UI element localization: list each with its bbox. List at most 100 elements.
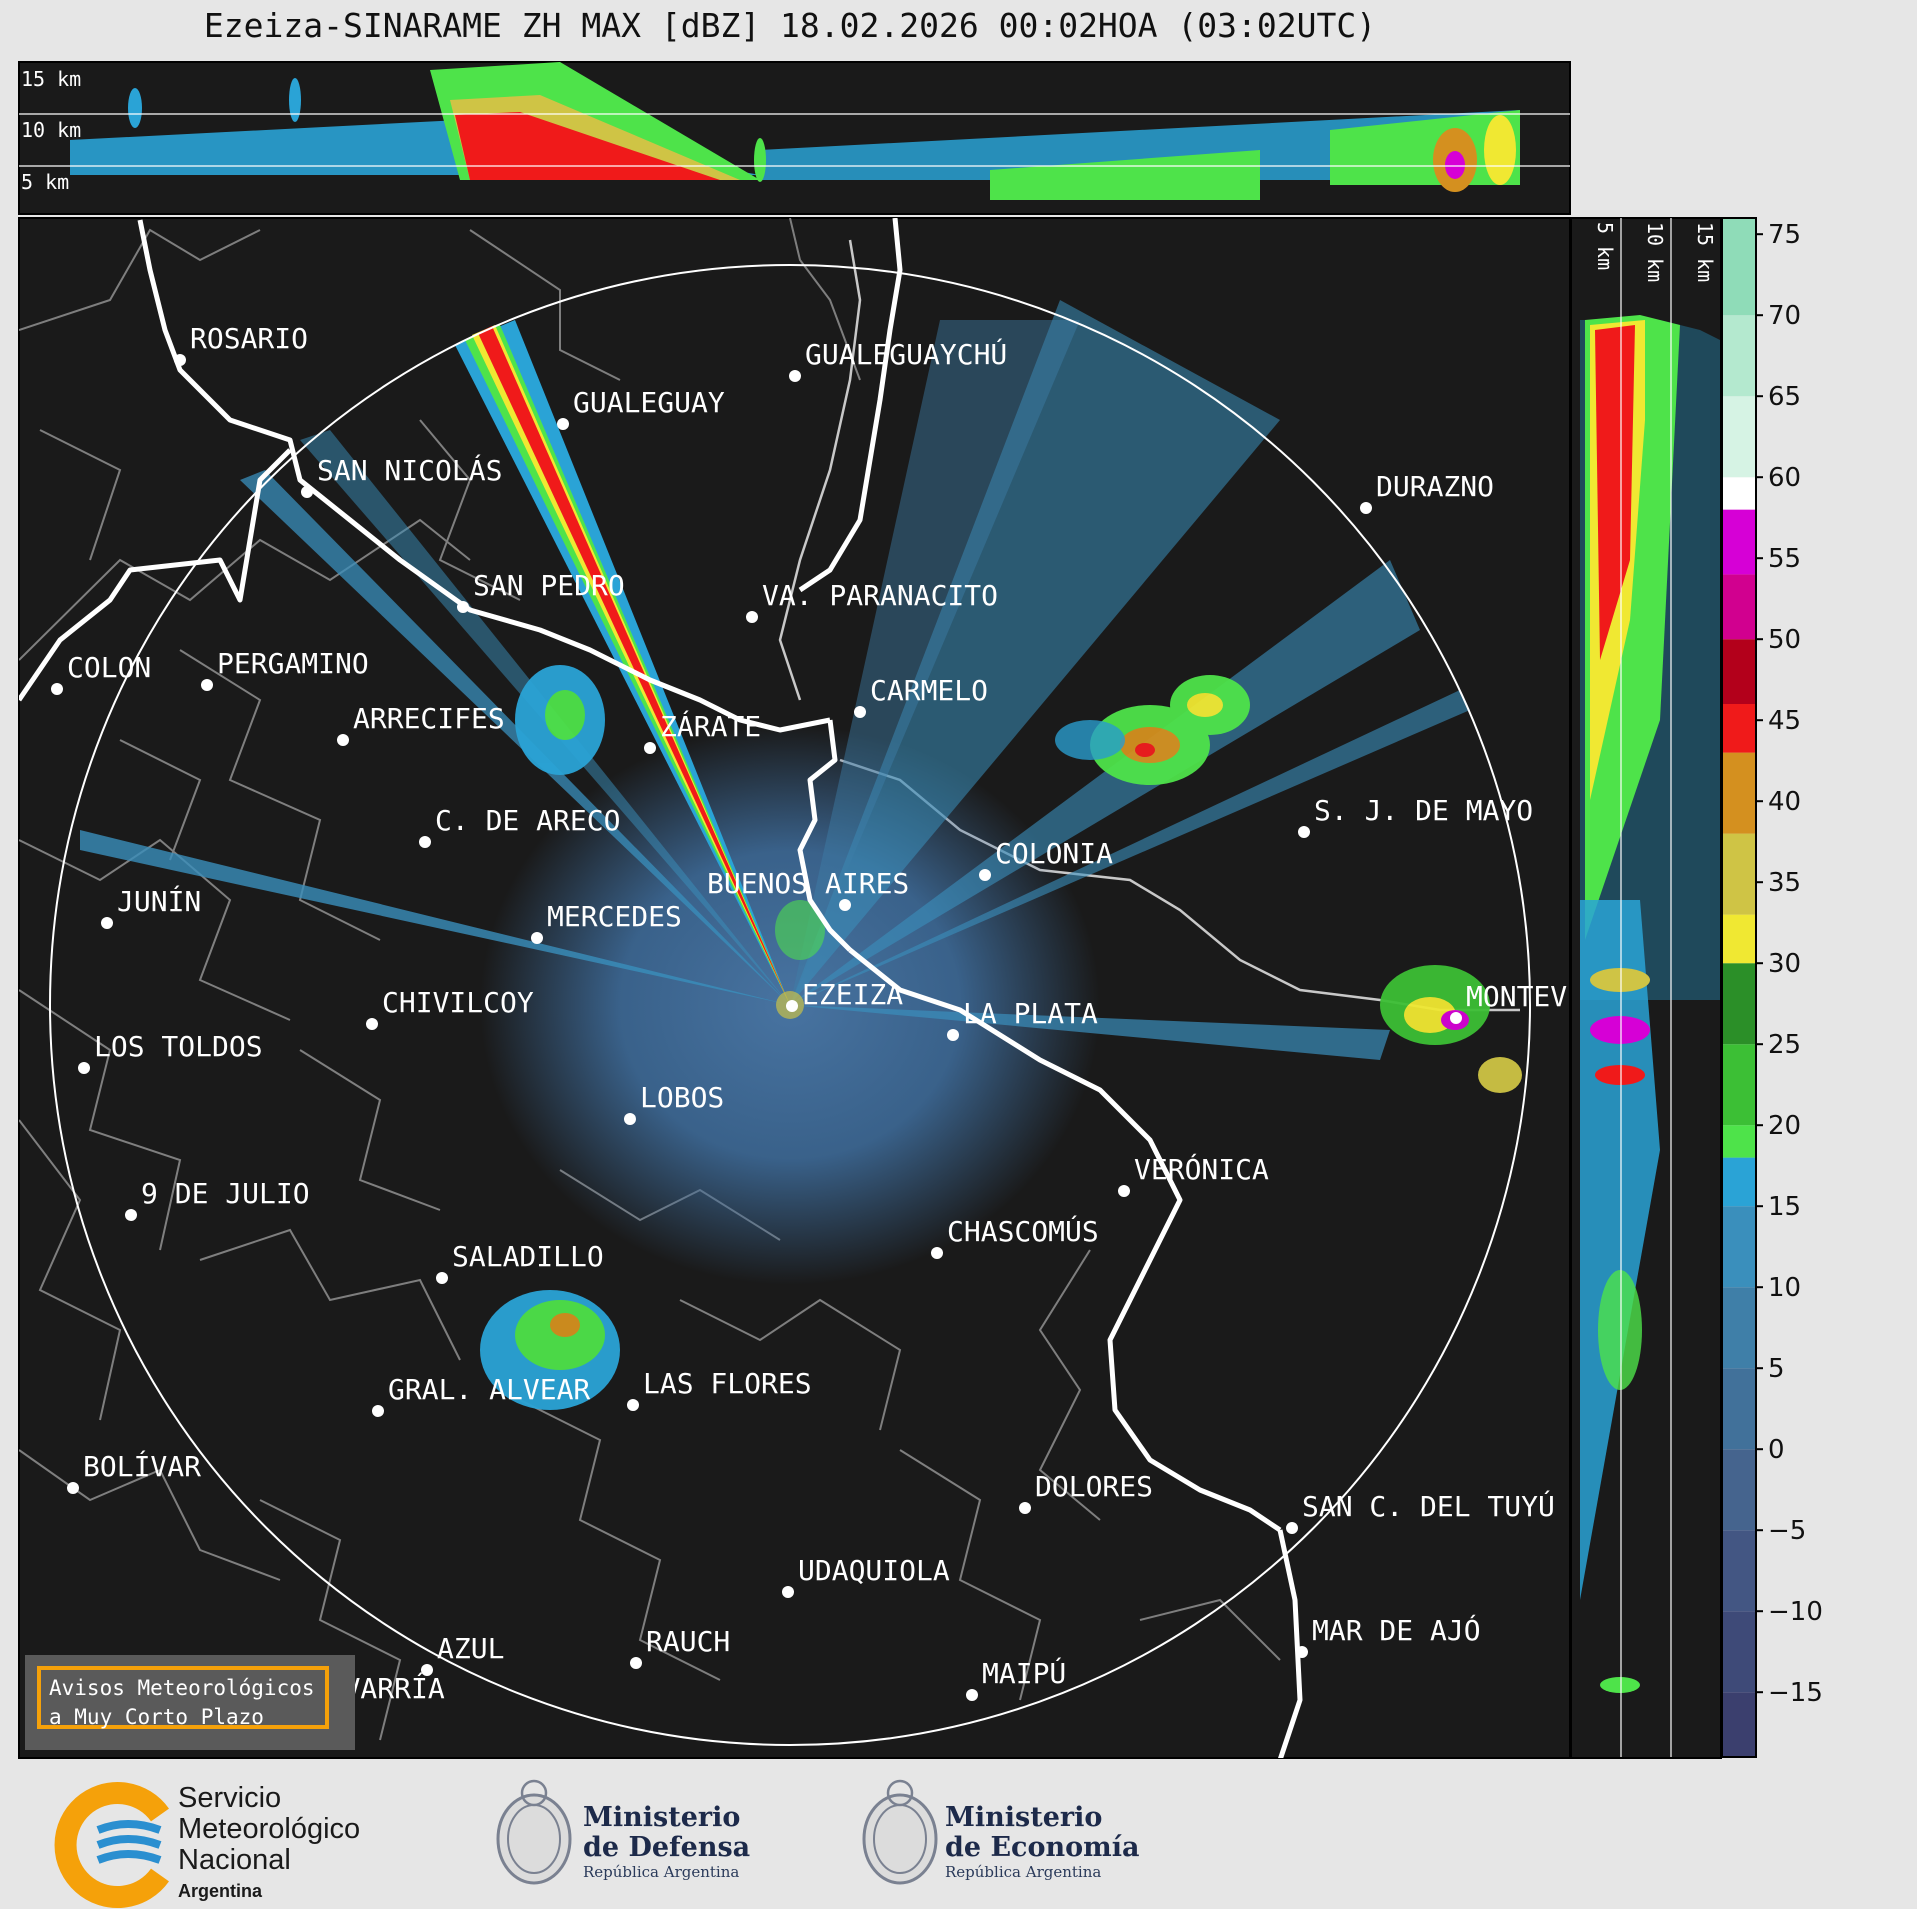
colorbar-tick-label: 40 [1768,787,1801,817]
city-marker [366,1018,378,1030]
colorbar-tick-label: 15 [1768,1192,1801,1222]
city-marker [372,1405,384,1417]
colorbar-segment [1722,574,1756,640]
smn-line-1: Servicio [178,1782,282,1814]
city-marker [839,899,851,911]
city-label: S. J. DE MAYO [1314,794,1533,827]
city-marker [125,1209,137,1221]
colorbar-tick-label: 20 [1768,1111,1801,1141]
colorbar-segment [1722,704,1756,753]
colorbar-segment [1722,477,1756,510]
top-height-label-10: 10 km [21,118,81,142]
city-label: JUNÍN [117,884,201,918]
city-label: SAN NICOLÁS [317,453,502,487]
map-panel: ROSARIO GUALEGUAYCHÚ GUALEGUAY SAN NICOLÁS D… [18,217,1571,1759]
smn-line-4: Argentina [178,1881,263,1901]
smn-line-2: Meteorológico [178,1813,361,1845]
city-label: 9 DE JULIO [141,1177,310,1210]
colorbar-tick-label: 45 [1768,706,1801,736]
city-marker [51,683,63,695]
city-label: SAN PEDRO [473,569,625,602]
city-label: MAR DE AJÓ [1312,1613,1481,1647]
city-label: CARMELO [870,674,988,707]
city-marker [421,1664,433,1676]
side-height-label-15: 15 km [1693,222,1717,282]
city-marker [457,601,469,613]
colorbar-tick-label: 0 [1768,1435,1785,1465]
defensa-seal [496,1779,572,1885]
economia-seal [862,1779,938,1885]
colorbar-tick-label: 70 [1768,301,1801,331]
city-label: ZÁRATE [660,709,761,743]
colorbar-segment [1722,833,1756,915]
city-label: UDAQUIOLA [798,1554,950,1587]
colorbar-tick-label: 75 [1768,220,1801,250]
colorbar-segment [1722,315,1756,397]
colorbar-tick-label: 60 [1768,463,1801,493]
city-label: LAS FLORES [643,1367,812,1400]
colorbar-tick-label: −5 [1768,1516,1806,1546]
colorbar-segment [1722,1449,1756,1531]
colorbar-segment [1722,1125,1756,1158]
smn-logo-text: Servicio Meteorológico Nacional Argentin… [178,1783,360,1907]
side-height-label-10: 10 km [1643,222,1667,282]
colorbar-segment [1722,963,1756,1045]
city-label: CHASCOMÚS [947,1214,1099,1248]
city-marker [174,354,186,366]
city-marker [78,1062,90,1074]
economia-line-1: Ministerio [945,1802,1103,1833]
top-height-label-5: 5 km [21,170,69,194]
colorbar-segment [1722,1206,1756,1288]
side-cross-section-panel: 5 km 10 km 15 km [1570,217,1722,1759]
economia-line-2: de Economía [945,1832,1140,1863]
warning-box[interactable]: Avisos Meteorológicos a Muy Corto Plazo [25,1655,355,1750]
colorbar-tick-label: 65 [1768,382,1801,412]
city-label: MAIPÚ [982,1656,1066,1690]
colorbar-segment [1722,914,1756,964]
warning-line-2: a Muy Corto Plazo [49,1705,264,1729]
colorbar-tick-label: 55 [1768,544,1801,574]
colorbar-tick-label: 35 [1768,868,1801,898]
chart-title: Ezeiza-SINARAME ZH MAX [dBZ] 18.02.2026 … [203,6,1377,45]
city-marker [1450,1012,1462,1024]
defensa-line-1: Ministerio [583,1802,741,1833]
city-marker [931,1247,943,1259]
colorbar-segment [1722,1611,1756,1693]
city-marker [624,1113,636,1125]
colorbar-segment [1722,752,1756,834]
warning-line-1: Avisos Meteorológicos [49,1676,315,1700]
city-marker [337,734,349,746]
city-marker [1298,826,1310,838]
colorbar-segment [1722,509,1756,575]
colorbar-segment [1722,396,1756,478]
colorbar-tick-label: −15 [1768,1678,1823,1708]
city-label: SALADILLO [452,1240,604,1273]
city-marker [627,1399,639,1411]
city-marker [1296,1646,1308,1658]
city-label: LOS TOLDOS [94,1030,263,1063]
city-marker [557,418,569,430]
city-label: VA. PARANACITO [762,579,998,612]
colorbar-segment [1722,1287,1756,1369]
defensa-logo-text: Ministerio de Defensa República Argentin… [583,1802,751,1882]
city-label: ROSARIO [190,322,308,355]
colorbar-tick-label: 50 [1768,625,1801,655]
city-marker [854,706,866,718]
city-marker [201,679,213,691]
city-marker [1118,1185,1130,1197]
colorbar-segment [1722,218,1756,316]
colorbar-tick-label: 30 [1768,949,1801,979]
city-marker [1019,1502,1031,1514]
city-label: MERCEDES [547,900,682,933]
defensa-line-2: de Defensa [583,1832,751,1863]
city-layer: ROSARIO GUALEGUAYCHÚ GUALEGUAY SAN NICOLÁS D… [51,322,1567,1716]
city-marker [644,742,656,754]
defensa-line-3: República Argentina [583,1863,740,1881]
city-marker [1360,502,1372,514]
colorbar-tick-label: −10 [1768,1597,1823,1627]
city-marker [67,1482,79,1494]
colorbar-segment [1722,1157,1756,1207]
city-marker [419,836,431,848]
city-label: BOLÍVAR [83,1449,201,1483]
city-label: COLON [67,651,151,684]
